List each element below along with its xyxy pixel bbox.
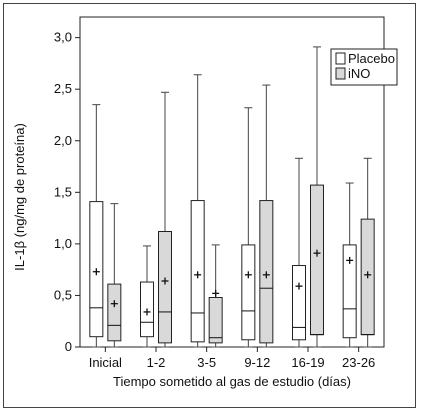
box-iqr (208, 297, 223, 344)
x-axis: Inicial 1-2 3-5 9-12 16-19 23-26 (89, 347, 375, 370)
legend-label-placebo: Placebo (348, 51, 395, 66)
box-ino-1-2 (158, 91, 172, 348)
x-tick-label: Inicial (89, 355, 122, 370)
box-iqr (190, 200, 205, 343)
plot-area (79, 16, 385, 348)
box-placebo-9-12 (241, 107, 256, 348)
x-tick-label: 1-2 (147, 355, 166, 370)
plot-border (79, 16, 385, 348)
x-tick-label: 23-26 (342, 355, 375, 370)
box-ino-23-26 (360, 157, 375, 348)
box-iqr (241, 244, 256, 341)
box-series (89, 46, 375, 348)
y-tick-label: 3,0 (54, 30, 72, 45)
box-iqr (310, 184, 324, 336)
box-ino-16-19 (310, 46, 324, 348)
y-tick-label: 1,5 (54, 184, 72, 199)
legend-swatch-ino (335, 67, 346, 80)
y-axis-label: IL-1β (ng/mg de proteína) (12, 123, 27, 271)
legend-label-ino: iNO (348, 66, 370, 81)
legend-swatch-placebo (335, 52, 346, 65)
y-tick-label: 2,5 (54, 81, 72, 96)
box-placebo-23-26 (342, 182, 357, 348)
box-placebo-3-5 (190, 74, 205, 348)
x-tick-label: 16-19 (291, 355, 324, 370)
box-iqr (158, 231, 172, 344)
box-iqr (292, 265, 306, 341)
y-tick-label: 0 (65, 339, 72, 354)
box-ino-3-5 (208, 244, 223, 348)
box-placebo-Inicial (89, 104, 104, 348)
box-ino-Inicial (107, 203, 122, 348)
box-ino-9-12 (259, 84, 274, 348)
y-axis: 0 0,5 1,0 1,5 2,0 2,5 3,0 (54, 30, 80, 354)
y-tick-label: 2,0 (54, 133, 72, 148)
box-iqr (107, 283, 122, 342)
y-tick-label: 1,0 (54, 236, 72, 251)
y-tick-label: 0,5 (54, 287, 72, 302)
box-placebo-16-19 (292, 157, 306, 348)
x-tick-label: 3-5 (197, 355, 216, 370)
x-axis-label: Tiempo sometido al gas de estudio (días) (113, 374, 351, 389)
box-placebo-1-2 (140, 245, 154, 348)
box-iqr (342, 244, 357, 339)
x-tick-label: 9-12 (244, 355, 270, 370)
